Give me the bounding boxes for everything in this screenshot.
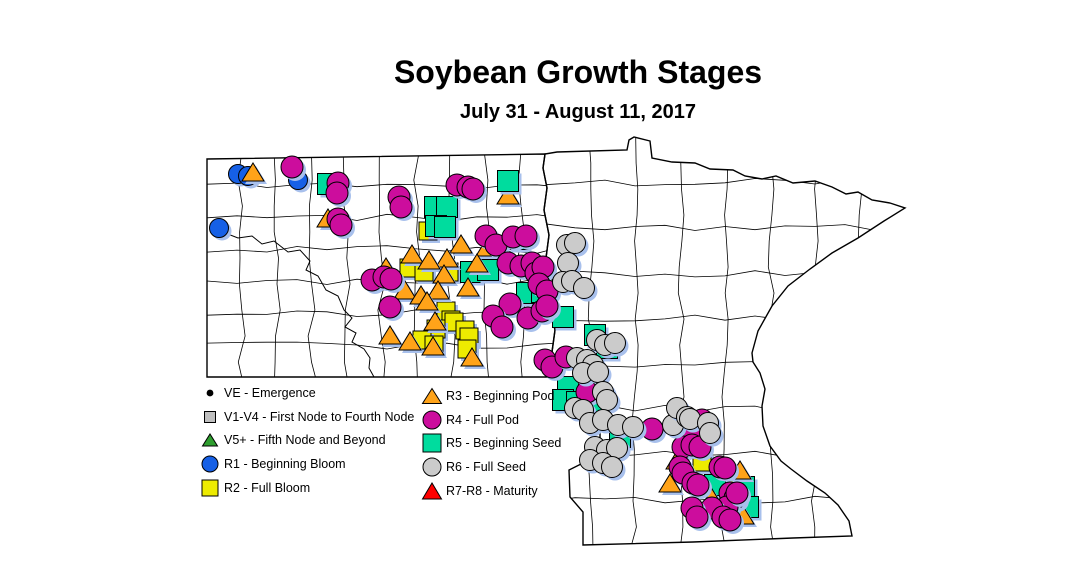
legend-item-label: R1 - Beginning Bloom [224,457,346,472]
r2-square-icon [199,477,224,499]
legend-item-r5: R5 - Beginning Seed [421,432,561,456]
figure-subtitle: July 31 - August 11, 2017 [459,101,697,123]
v1-v4-square-icon [199,406,224,428]
legend-item-r4: R4 - Full Pod [421,408,561,432]
legend-item-ve: VE - Emergence [199,381,414,405]
r6-circle-icon [421,456,446,478]
legend-item-label: R5 - Beginning Seed [446,436,562,451]
legend-item-r7-r8: R7-R8 - Maturity [421,479,561,503]
legend-item-label: V5+ - Fifth Node and Beyond [224,433,386,448]
legend-item-r3: R3 - Beginning Pod [421,384,561,408]
map-markers [209,155,762,534]
legend-item-v5: V5+ - Fifth Node and Beyond [199,429,414,453]
legend-item-r1: R1 - Beginning Bloom [199,452,414,476]
r3-triangle-icon [421,385,446,407]
legend-item-label: VE - Emergence [224,385,316,400]
legend-item-label: R2 - Full Bloom [224,481,311,496]
r5-square-icon [421,432,446,454]
legend-item-label: R4 - Full Pod [446,412,519,427]
r4-circle-icon [421,409,446,431]
legend-item-label: R6 - Full Seed [446,460,526,475]
legend-item-label: R7-R8 - Maturity [446,484,538,499]
legend-item-label: R3 - Beginning Pod [446,388,555,403]
legend-item-v1-v4: V1-V4 - First Node to Fourth Node [199,405,414,429]
legend-right-column: R3 - Beginning Pod R4 - Full Pod R5 - Be… [421,384,561,503]
legend-left-column: VE - Emergence V1-V4 - First Node to Fou… [199,381,414,500]
legend-item-r2: R2 - Full Bloom [199,476,414,500]
legend-item-r6: R6 - Full Seed [421,455,561,479]
ve-dot-icon [199,382,224,404]
legend-item-label: V1-V4 - First Node to Fourth Node [224,409,415,424]
r1-circle-icon [199,453,224,475]
r7-r8-triangle-icon [421,480,446,502]
v5-triangle-icon [199,429,224,451]
figure-title: Soybean Growth Stages [393,54,763,90]
